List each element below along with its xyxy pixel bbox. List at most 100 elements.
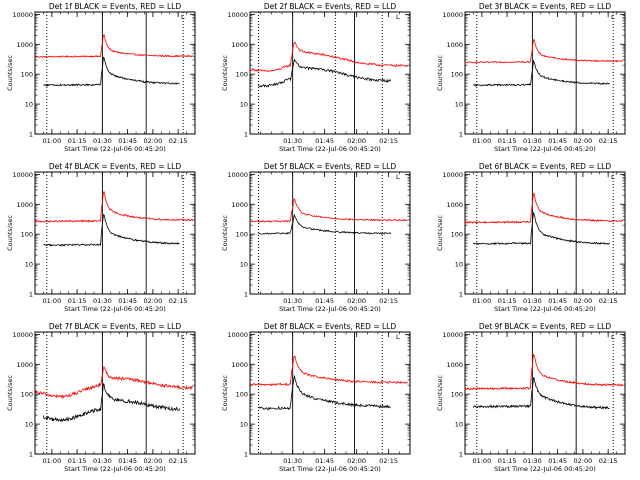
lld-series-line [464, 353, 624, 391]
lld-series-line [34, 365, 194, 400]
x-tick-label: 01:45 [315, 137, 334, 145]
x-tick-label: 01:30 [523, 457, 542, 465]
y-tick-label: 1 [459, 451, 463, 459]
lld-series-line [464, 38, 624, 64]
x-tick-label: 02:15 [169, 137, 188, 145]
panel-title: Det 6f BLACK = Events, RED = LLD [479, 162, 612, 171]
events-series-line [43, 214, 180, 247]
x-tick-label: 01:30 [93, 137, 112, 145]
x-tick-label: 02:00 [347, 297, 366, 305]
panel-9: Det 9f BLACK = Events, RED = LLD L 1 10 100 1… [436, 322, 626, 473]
x-tick-label: 02:15 [599, 297, 618, 305]
y-axis-label: Counts/sec [436, 55, 444, 91]
y-tick-label: 1 [244, 131, 248, 139]
y-axis-label: Counts/sec [436, 375, 444, 411]
x-tick-label: 01:30 [93, 457, 112, 465]
panel-title: Det 8f BLACK = Events, RED = LLD [264, 322, 397, 331]
legend-glyph: L [396, 333, 400, 341]
x-tick-label: 01:45 [548, 457, 567, 465]
x-tick-label: 01:45 [548, 137, 567, 145]
x-tick-label: 01:30 [523, 297, 542, 305]
lld-series-line [34, 190, 194, 223]
x-axis-label: Start Time (22-Jul-06 00:45:20) [64, 145, 166, 153]
plot-frame [249, 171, 411, 295]
y-tick-label: 1 [29, 131, 33, 139]
plot-frame [249, 331, 411, 455]
y-tick-label: 10000 [12, 11, 33, 19]
x-tick-label: 02:00 [574, 457, 593, 465]
y-tick-label: 10 [240, 101, 248, 109]
plot-frame [34, 171, 196, 295]
legend-glyph: L [181, 173, 185, 181]
y-tick-label: 1000 [231, 361, 248, 369]
y-tick-label: 10000 [442, 331, 463, 339]
x-tick-label: 01:00 [472, 297, 491, 305]
y-axis-label: Counts/sec [6, 375, 14, 411]
x-tick-label: 02:15 [379, 457, 398, 465]
panel-2: Det 2f BLACK = Events, RED = LLD L 1 10 100 1… [221, 2, 411, 153]
x-tick-label: 01:00 [42, 297, 61, 305]
y-tick-label: 1000 [16, 41, 33, 49]
x-tick-label: 01:00 [472, 457, 491, 465]
panel-title: Det 1f BLACK = Events, RED = LLD [49, 2, 182, 11]
y-tick-label: 1 [459, 131, 463, 139]
events-series-line [473, 377, 610, 410]
x-tick-label: 02:00 [144, 297, 163, 305]
panel-6: Det 6f BLACK = Events, RED = LLD L 1 10 100 1… [436, 162, 626, 313]
y-tick-label: 1000 [231, 41, 248, 49]
events-series-line [258, 213, 392, 235]
panel-4: Det 4f BLACK = Events, RED = LLD L 1 10 100 1… [6, 162, 196, 313]
y-tick-label: 100 [451, 71, 463, 79]
y-tick-label: 1 [29, 291, 33, 299]
y-tick-label: 100 [451, 391, 463, 399]
plot-frame [34, 11, 196, 135]
y-tick-label: 100 [21, 71, 33, 79]
panel-3: Det 3f BLACK = Events, RED = LLD L 1 10 100 1… [436, 2, 626, 153]
y-tick-label: 10 [455, 101, 463, 109]
x-axis-label: Start Time (22-Jul-06 00:45:20) [64, 465, 166, 473]
y-tick-label: 1 [244, 291, 248, 299]
x-axis-label: Start Time (22-Jul-06 00:45:20) [279, 305, 381, 313]
y-tick-label: 100 [236, 71, 248, 79]
x-axis-label: Start Time (22-Jul-06 00:45:20) [64, 305, 166, 313]
x-tick-label: 01:45 [548, 297, 567, 305]
x-tick-label: 02:00 [144, 457, 163, 465]
x-tick-label: 01:30 [283, 297, 302, 305]
y-tick-label: 10 [25, 101, 33, 109]
panel-title: Det 2f BLACK = Events, RED = LLD [264, 2, 397, 11]
y-tick-label: 1000 [446, 41, 463, 49]
y-tick-label: 1000 [16, 201, 33, 209]
x-tick-label: 01:45 [315, 457, 334, 465]
y-tick-label: 10000 [227, 171, 248, 179]
y-tick-label: 10 [240, 261, 248, 269]
x-tick-label: 02:15 [599, 137, 618, 145]
plot-frame [464, 331, 626, 455]
y-axis-label: Counts/sec [6, 55, 14, 91]
events-series-line [43, 56, 180, 87]
x-tick-label: 02:15 [599, 457, 618, 465]
x-tick-label: 01:15 [68, 137, 87, 145]
legend-glyph: L [611, 13, 615, 21]
panel-7: Det 7f BLACK = Events, RED = LLD L 1 10 100 1… [6, 322, 196, 473]
x-tick-label: 01:45 [118, 137, 137, 145]
events-series-line [43, 382, 180, 423]
x-tick-label: 02:00 [347, 457, 366, 465]
lld-series-line [464, 192, 624, 224]
x-axis-label: Start Time (22-Jul-06 00:45:20) [279, 465, 381, 473]
x-tick-label: 01:30 [283, 457, 302, 465]
lld-series-line [249, 41, 408, 73]
legend-glyph: L [181, 333, 185, 341]
x-tick-label: 01:15 [498, 457, 517, 465]
y-tick-label: 1000 [231, 201, 248, 209]
legend-glyph: L [611, 333, 615, 341]
y-axis-label: Counts/sec [6, 215, 14, 251]
x-tick-label: 02:15 [379, 137, 398, 145]
events-series-line [258, 58, 392, 88]
y-tick-label: 10000 [442, 11, 463, 19]
x-tick-label: 01:15 [498, 137, 517, 145]
y-tick-label: 10 [455, 261, 463, 269]
x-tick-label: 01:30 [93, 297, 112, 305]
panel-title: Det 4f BLACK = Events, RED = LLD [49, 162, 182, 171]
y-tick-label: 100 [236, 231, 248, 239]
